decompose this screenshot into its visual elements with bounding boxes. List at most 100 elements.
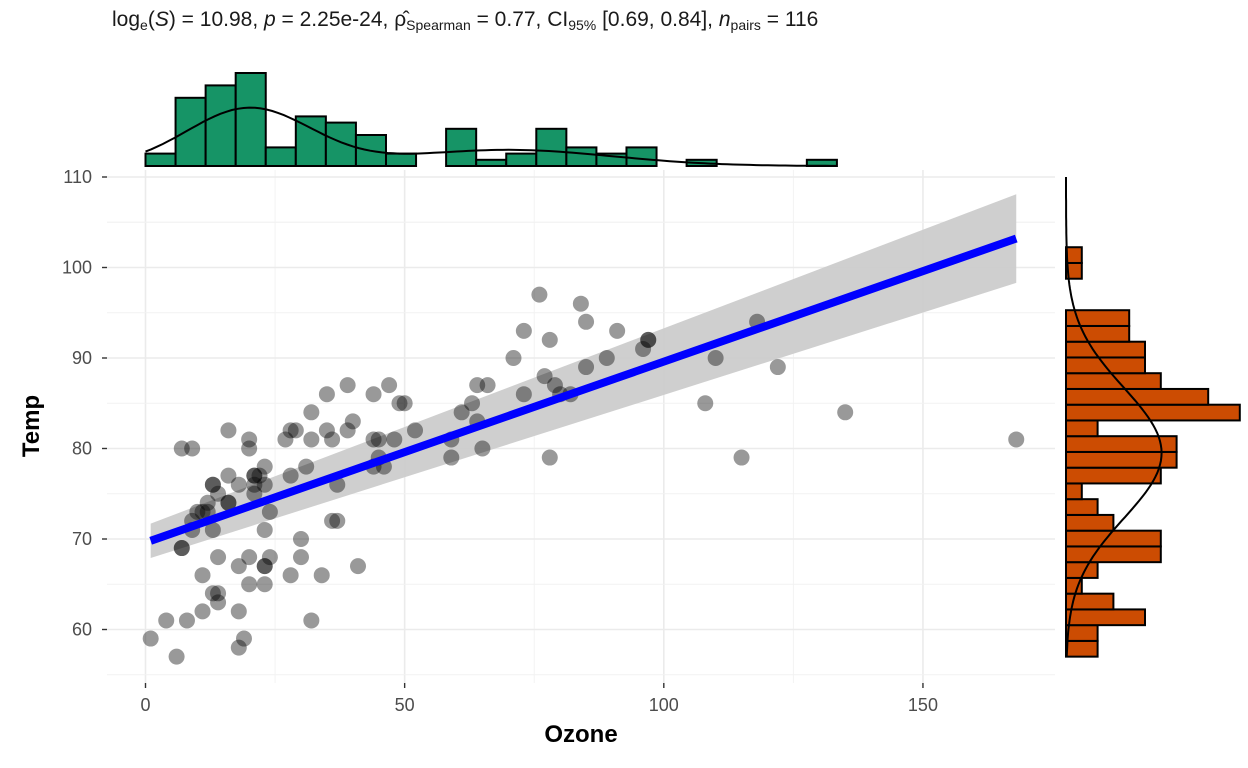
data-point <box>515 386 532 403</box>
data-point <box>386 431 403 448</box>
data-point <box>370 431 387 448</box>
x-histogram-bar <box>565 146 598 167</box>
data-point <box>391 395 408 412</box>
data-point <box>204 476 221 493</box>
x-histogram-bar <box>535 127 568 168</box>
data-point <box>220 494 237 511</box>
data-point <box>241 576 258 593</box>
data-point <box>246 476 263 493</box>
x-tick-label: 0 <box>140 695 150 715</box>
data-point <box>303 404 320 421</box>
data-point <box>318 422 335 439</box>
data-point <box>287 422 304 439</box>
data-point <box>261 503 278 520</box>
data-point <box>256 558 273 575</box>
x-marginal-histogram <box>144 72 838 168</box>
data-point <box>282 567 299 584</box>
data-point <box>339 377 356 394</box>
y-histogram-bar <box>1065 592 1115 611</box>
data-point <box>381 377 398 394</box>
data-point <box>235 630 252 647</box>
x-histogram-bar <box>264 146 297 167</box>
data-point <box>241 431 258 448</box>
data-point <box>453 404 470 421</box>
data-point <box>282 467 299 484</box>
data-point <box>282 422 299 439</box>
data-point <box>640 331 657 348</box>
data-point <box>505 350 522 366</box>
data-point <box>324 512 341 529</box>
y-axis-title: Temp <box>18 395 45 457</box>
data-point <box>598 350 615 366</box>
data-point <box>339 422 356 439</box>
data-point <box>251 467 268 484</box>
regression-line <box>149 234 1018 545</box>
data-point <box>220 422 237 439</box>
y-histogram-bar <box>1065 639 1099 658</box>
data-point <box>733 449 750 466</box>
data-point <box>407 422 424 439</box>
data-point <box>541 449 558 466</box>
y-tick-label: 80 <box>72 439 92 459</box>
data-point <box>396 395 413 412</box>
data-point <box>474 440 491 457</box>
data-point <box>204 585 221 602</box>
y-histogram-bar <box>1065 482 1083 501</box>
y-tick-label: 100 <box>62 258 92 278</box>
axes: 0 50 100 150 60 70 80 90 100 110 <box>62 167 938 715</box>
data-point <box>515 322 532 339</box>
data-point <box>609 322 626 339</box>
y-marginal-histogram <box>1065 177 1241 658</box>
data-point <box>769 359 786 376</box>
data-point <box>173 440 190 457</box>
data-point <box>344 413 361 430</box>
y-histogram-bar <box>1065 309 1131 327</box>
data-point <box>194 567 211 584</box>
data-point <box>365 431 382 448</box>
data-point <box>464 395 481 412</box>
y-histogram-bar <box>1065 419 1099 438</box>
data-point <box>220 467 237 484</box>
data-point <box>241 549 258 566</box>
data-point <box>194 603 211 620</box>
data-point <box>277 431 294 448</box>
data-point <box>350 558 367 575</box>
y-tick-label: 70 <box>72 529 92 549</box>
data-point <box>1008 431 1025 448</box>
data-point <box>220 494 237 511</box>
data-point <box>707 350 724 366</box>
y-histogram-bar <box>1065 608 1146 627</box>
y-histogram-bar <box>1065 529 1162 548</box>
y-histogram-bar <box>1065 340 1146 359</box>
data-point <box>261 549 278 566</box>
x-histogram-bar <box>505 152 538 168</box>
regression-fit <box>149 234 1018 545</box>
y-histogram-bar <box>1065 466 1162 485</box>
data-point <box>313 567 330 584</box>
data-point <box>303 431 320 448</box>
data-point <box>256 521 273 538</box>
data-point <box>365 386 382 403</box>
data-point <box>292 531 309 547</box>
confidence-band <box>150 194 1017 559</box>
data-point <box>697 395 714 412</box>
stats-subtitle: loge(S) = 10.98, p = 2.25e-24, ρ̂Spearma… <box>112 8 818 33</box>
data-point <box>298 458 315 475</box>
data-point <box>546 377 563 394</box>
data-point <box>536 368 553 385</box>
data-point <box>204 521 221 538</box>
data-point <box>230 558 247 575</box>
data-point <box>318 386 335 403</box>
data-point <box>246 485 263 502</box>
data-point <box>204 476 221 493</box>
data-point <box>184 440 201 457</box>
x-histogram-bar <box>384 152 418 168</box>
data-point <box>230 639 247 656</box>
data-point <box>256 458 273 475</box>
data-point <box>443 449 460 466</box>
y-histogram-bar <box>1065 403 1241 422</box>
data-point <box>635 340 652 357</box>
data-point <box>241 440 258 457</box>
data-point <box>531 286 548 303</box>
